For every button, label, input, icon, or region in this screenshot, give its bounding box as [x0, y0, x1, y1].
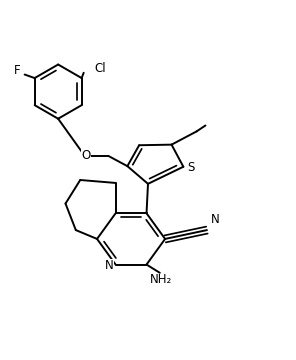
Text: O: O [81, 149, 91, 162]
Text: N: N [105, 259, 113, 272]
Text: N: N [211, 213, 220, 226]
Text: F: F [14, 64, 20, 77]
Text: S: S [187, 161, 194, 175]
Text: Cl: Cl [94, 62, 106, 75]
Text: NH₂: NH₂ [150, 273, 172, 286]
